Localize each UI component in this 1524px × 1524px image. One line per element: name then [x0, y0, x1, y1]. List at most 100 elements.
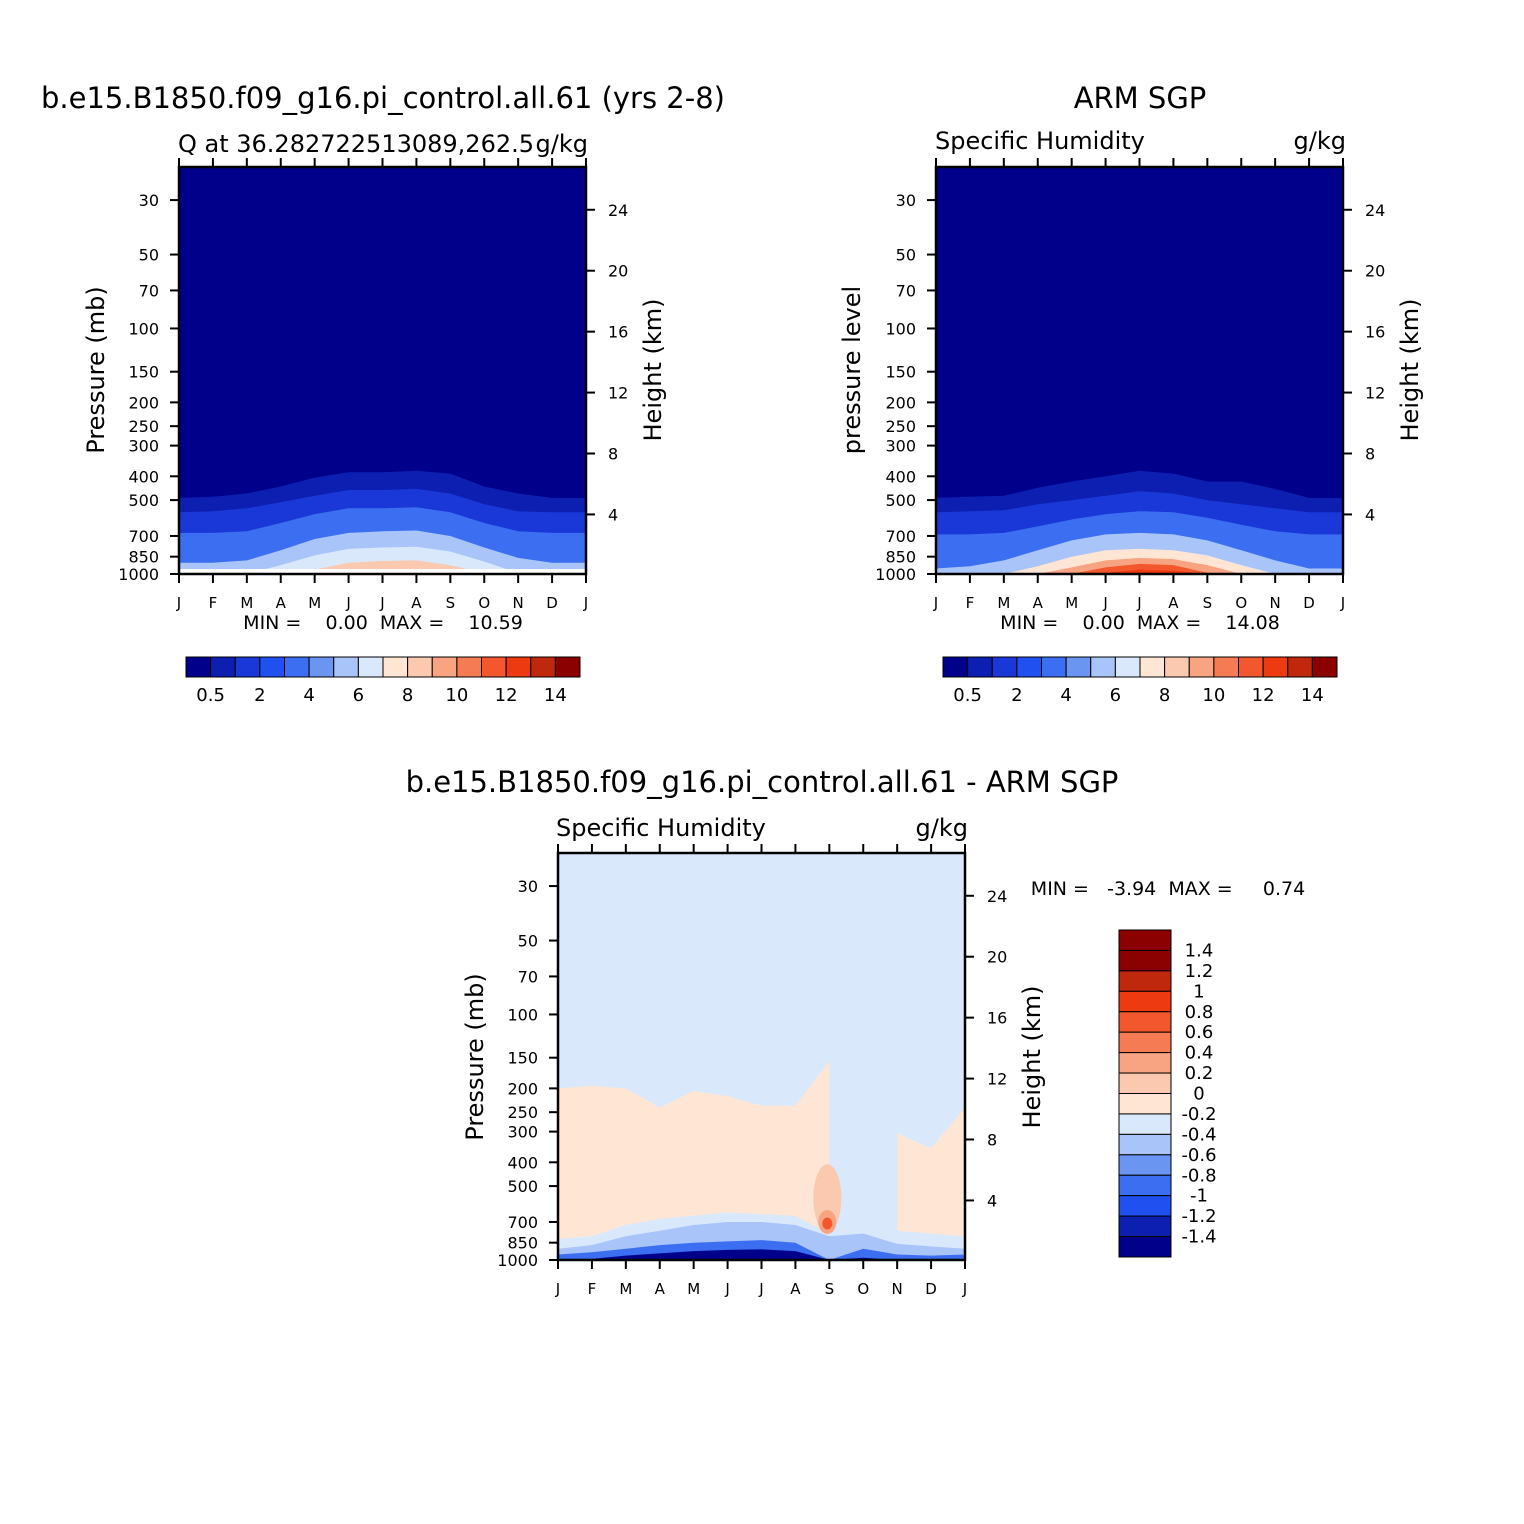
colorbar-swatch [1139, 656, 1166, 678]
height-tick-label: 8 [608, 445, 618, 464]
month-tick-label: S [446, 594, 456, 612]
colorbar-swatch [1262, 656, 1289, 678]
panel-obs-units: g/kg [1294, 127, 1346, 155]
height-tick-label: 16 [1365, 323, 1385, 342]
panel-diff-y2label: Height (km) [1018, 986, 1046, 1129]
height-tick-label: 8 [987, 1131, 997, 1150]
colorbar-label: 1.4 [1185, 940, 1214, 961]
colorbar-swatch [1164, 656, 1190, 678]
colorbar-swatch [1065, 656, 1092, 678]
height-tick-label: 16 [987, 1009, 1007, 1028]
colorbar-label: -0.4 [1181, 1124, 1216, 1145]
colorbar-label: 12 [495, 685, 518, 706]
contour-band [179, 546, 586, 574]
colorbar-swatch [1118, 1093, 1172, 1115]
pressure-tick-label: 250 [507, 1103, 538, 1122]
colorbar-label: 8 [1159, 685, 1170, 706]
colorbar-label: 6 [1110, 685, 1121, 706]
pressure-tick-label: 100 [507, 1005, 538, 1024]
month-tick-label: J [1136, 594, 1141, 612]
month-tick-label: A [276, 594, 287, 612]
month-tick-label: M [308, 594, 321, 612]
colorbar-swatch [357, 656, 384, 678]
colorbar-label: -1.2 [1181, 1206, 1216, 1227]
pressure-tick-label: 700 [885, 527, 916, 546]
month-tick-label: J [176, 594, 181, 612]
panel-diff-ylabel: Pressure (mb) [461, 973, 489, 1140]
colorbar-label: 2 [1011, 685, 1022, 706]
pressure-tick-label: 70 [896, 281, 916, 300]
month-tick-label: J [555, 1280, 560, 1298]
pressure-tick-label: 400 [507, 1153, 538, 1172]
pressure-tick-label: 100 [128, 319, 159, 338]
panel-model-left-label: Q at 36.282722513089,262.5 [178, 130, 534, 158]
pressure-tick-label: 700 [128, 527, 159, 546]
colorbar-swatch [431, 656, 458, 678]
height-tick-label: 16 [608, 323, 628, 342]
colorbar-label: 0.6 [1185, 1022, 1214, 1043]
colorbar-swatch [1118, 1154, 1172, 1176]
panel-obs-left-label: Specific Humidity [935, 127, 1145, 155]
panel-obs-minmax: MIN = 0.00 MAX = 14.08 [1000, 612, 1280, 634]
colorbar-swatch [333, 656, 359, 678]
colorbar-swatch [1090, 656, 1116, 678]
colorbar-swatch [1118, 970, 1172, 992]
panel-diff-colorbar: 1.41.210.80.60.40.20-0.2-0.4-0.6-0.8-1-1… [1118, 929, 1217, 1258]
colorbar-swatch [1118, 1052, 1172, 1074]
pressure-tick-label: 70 [518, 967, 538, 986]
pressure-tick-label: 500 [128, 491, 159, 510]
colorbar-swatch [1287, 656, 1313, 678]
colorbar-swatch [382, 656, 409, 678]
colorbar-swatch [1311, 656, 1338, 678]
month-tick-label: J [583, 594, 588, 612]
colorbar-label: -0.6 [1181, 1145, 1216, 1166]
colorbar-swatch [1118, 990, 1172, 1013]
month-tick-label: O [1235, 594, 1247, 612]
pressure-tick-label: 250 [128, 417, 159, 436]
colorbar-swatch [1118, 1133, 1172, 1156]
month-tick-label: F [588, 1280, 597, 1298]
contour-band [179, 560, 586, 574]
contour-band [936, 563, 1343, 574]
month-tick-label: F [209, 594, 218, 612]
pressure-tick-label: 500 [885, 491, 916, 510]
pressure-tick-label: 250 [885, 417, 916, 436]
pressure-tick-label: 1000 [118, 565, 159, 584]
panel-model-ylabel: Pressure (mb) [82, 286, 110, 453]
colorbar-label: 4 [303, 685, 314, 706]
panel-model-title: b.e15.B1850.f09_g16.pi_control.all.61 (y… [41, 81, 725, 115]
month-tick-label: M [997, 594, 1010, 612]
colorbar-swatch [1118, 949, 1172, 972]
month-tick-label: A [1168, 594, 1179, 612]
panel-model-y2label: Height (km) [639, 299, 667, 442]
pressure-tick-label: 850 [507, 1234, 538, 1253]
colorbar-label: -1 [1190, 1186, 1208, 1207]
contour-band [897, 1107, 965, 1237]
panel-diff-units: g/kg [916, 814, 968, 842]
height-tick-label: 24 [987, 887, 1007, 906]
colorbar-swatch [1118, 1113, 1172, 1135]
month-tick-label: A [655, 1280, 666, 1298]
month-tick-label: J [962, 1280, 967, 1298]
colorbar-swatch [481, 656, 507, 678]
pressure-tick-label: 50 [139, 246, 159, 265]
colorbar-label: 0.2 [1185, 1063, 1214, 1084]
pressure-tick-label: 500 [507, 1177, 538, 1196]
panel-diff-left-label: Specific Humidity [556, 814, 766, 842]
pressure-tick-label: 30 [518, 877, 538, 896]
colorbar-swatch [505, 656, 532, 678]
pressure-tick-label: 1000 [875, 565, 916, 584]
colorbar-swatch [967, 656, 993, 678]
colorbar-swatch [1118, 1215, 1172, 1238]
pressure-tick-label: 150 [507, 1049, 538, 1068]
colorbar-label: -0.2 [1181, 1104, 1216, 1125]
colorbar-swatch [1118, 929, 1172, 951]
colorbar-label: 14 [1301, 685, 1324, 706]
height-tick-label: 24 [1365, 201, 1385, 220]
colorbar-swatch [1114, 656, 1141, 678]
month-tick-label: N [513, 594, 524, 612]
colorbar-label: 12 [1252, 685, 1275, 706]
panel-obs: ARM SGP Specific Humidity g/kg 305070100… [838, 81, 1424, 706]
